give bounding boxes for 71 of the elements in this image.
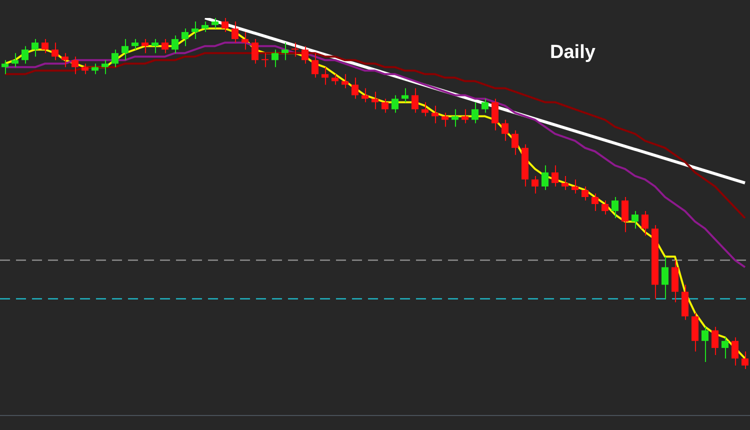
candlestick xyxy=(612,196,618,219)
candlestick xyxy=(352,77,358,100)
candlestick xyxy=(432,105,438,124)
candlestick xyxy=(382,98,388,114)
candlestick xyxy=(502,119,508,142)
candlestick xyxy=(322,66,328,86)
candlestick xyxy=(492,98,498,131)
candlestick xyxy=(182,28,188,47)
candlestick xyxy=(632,210,638,230)
candlestick xyxy=(122,38,128,61)
candlestick xyxy=(712,326,718,356)
candlestick xyxy=(572,178,578,194)
candlestick xyxy=(172,35,178,54)
candlestick xyxy=(12,52,18,68)
candlestick xyxy=(412,88,418,114)
candlestick xyxy=(392,94,398,114)
candlestick xyxy=(202,21,208,33)
candlestick xyxy=(362,88,368,103)
candlestick xyxy=(282,42,288,61)
candlestick xyxy=(372,91,378,110)
candlestick xyxy=(732,336,738,366)
candlestick xyxy=(642,210,648,236)
candlestick xyxy=(222,18,228,33)
candlestick xyxy=(92,63,98,75)
candlestick xyxy=(552,164,558,187)
candlestick xyxy=(22,46,28,64)
candlestick xyxy=(402,88,408,103)
candlestick xyxy=(52,42,58,61)
candlestick xyxy=(132,38,138,50)
candlestick xyxy=(102,60,108,75)
candlestick xyxy=(262,52,268,68)
candlestick xyxy=(542,164,548,190)
candlestick xyxy=(42,38,48,54)
candlestick xyxy=(722,336,728,359)
candlestick xyxy=(622,196,628,233)
candlestick xyxy=(192,21,198,40)
candlestick xyxy=(442,112,448,128)
text: Daily xyxy=(550,42,596,64)
candlestick xyxy=(462,108,468,124)
candlestick xyxy=(72,56,78,75)
candlestick xyxy=(212,18,218,30)
candlestick xyxy=(62,52,68,68)
candlestick xyxy=(112,49,118,68)
candlestick xyxy=(342,74,348,89)
candlestick xyxy=(702,326,708,362)
candlestick xyxy=(32,38,38,58)
candlestick xyxy=(162,38,168,54)
candlestick xyxy=(232,21,238,44)
candlestick xyxy=(532,175,538,194)
candlestick xyxy=(82,63,88,75)
candlestick xyxy=(242,32,248,50)
candlestick xyxy=(602,200,608,216)
candlestick xyxy=(312,52,318,78)
candlestick xyxy=(482,98,488,114)
candlestick xyxy=(582,186,588,202)
candlestick xyxy=(2,60,8,75)
candlestick xyxy=(592,193,598,212)
candlestick xyxy=(662,256,668,300)
candlestick xyxy=(152,38,158,54)
candlestick xyxy=(142,38,148,54)
candlestick xyxy=(562,175,568,190)
candlestick xyxy=(452,108,458,128)
candlestick xyxy=(742,350,748,370)
candlestick xyxy=(292,42,298,58)
candlestick xyxy=(472,102,478,124)
candlestick xyxy=(512,130,518,156)
candlestick xyxy=(422,102,428,117)
candlestick xyxy=(272,49,278,68)
candlestick xyxy=(302,46,308,64)
candlestick xyxy=(252,38,258,64)
candlestick xyxy=(332,74,338,86)
